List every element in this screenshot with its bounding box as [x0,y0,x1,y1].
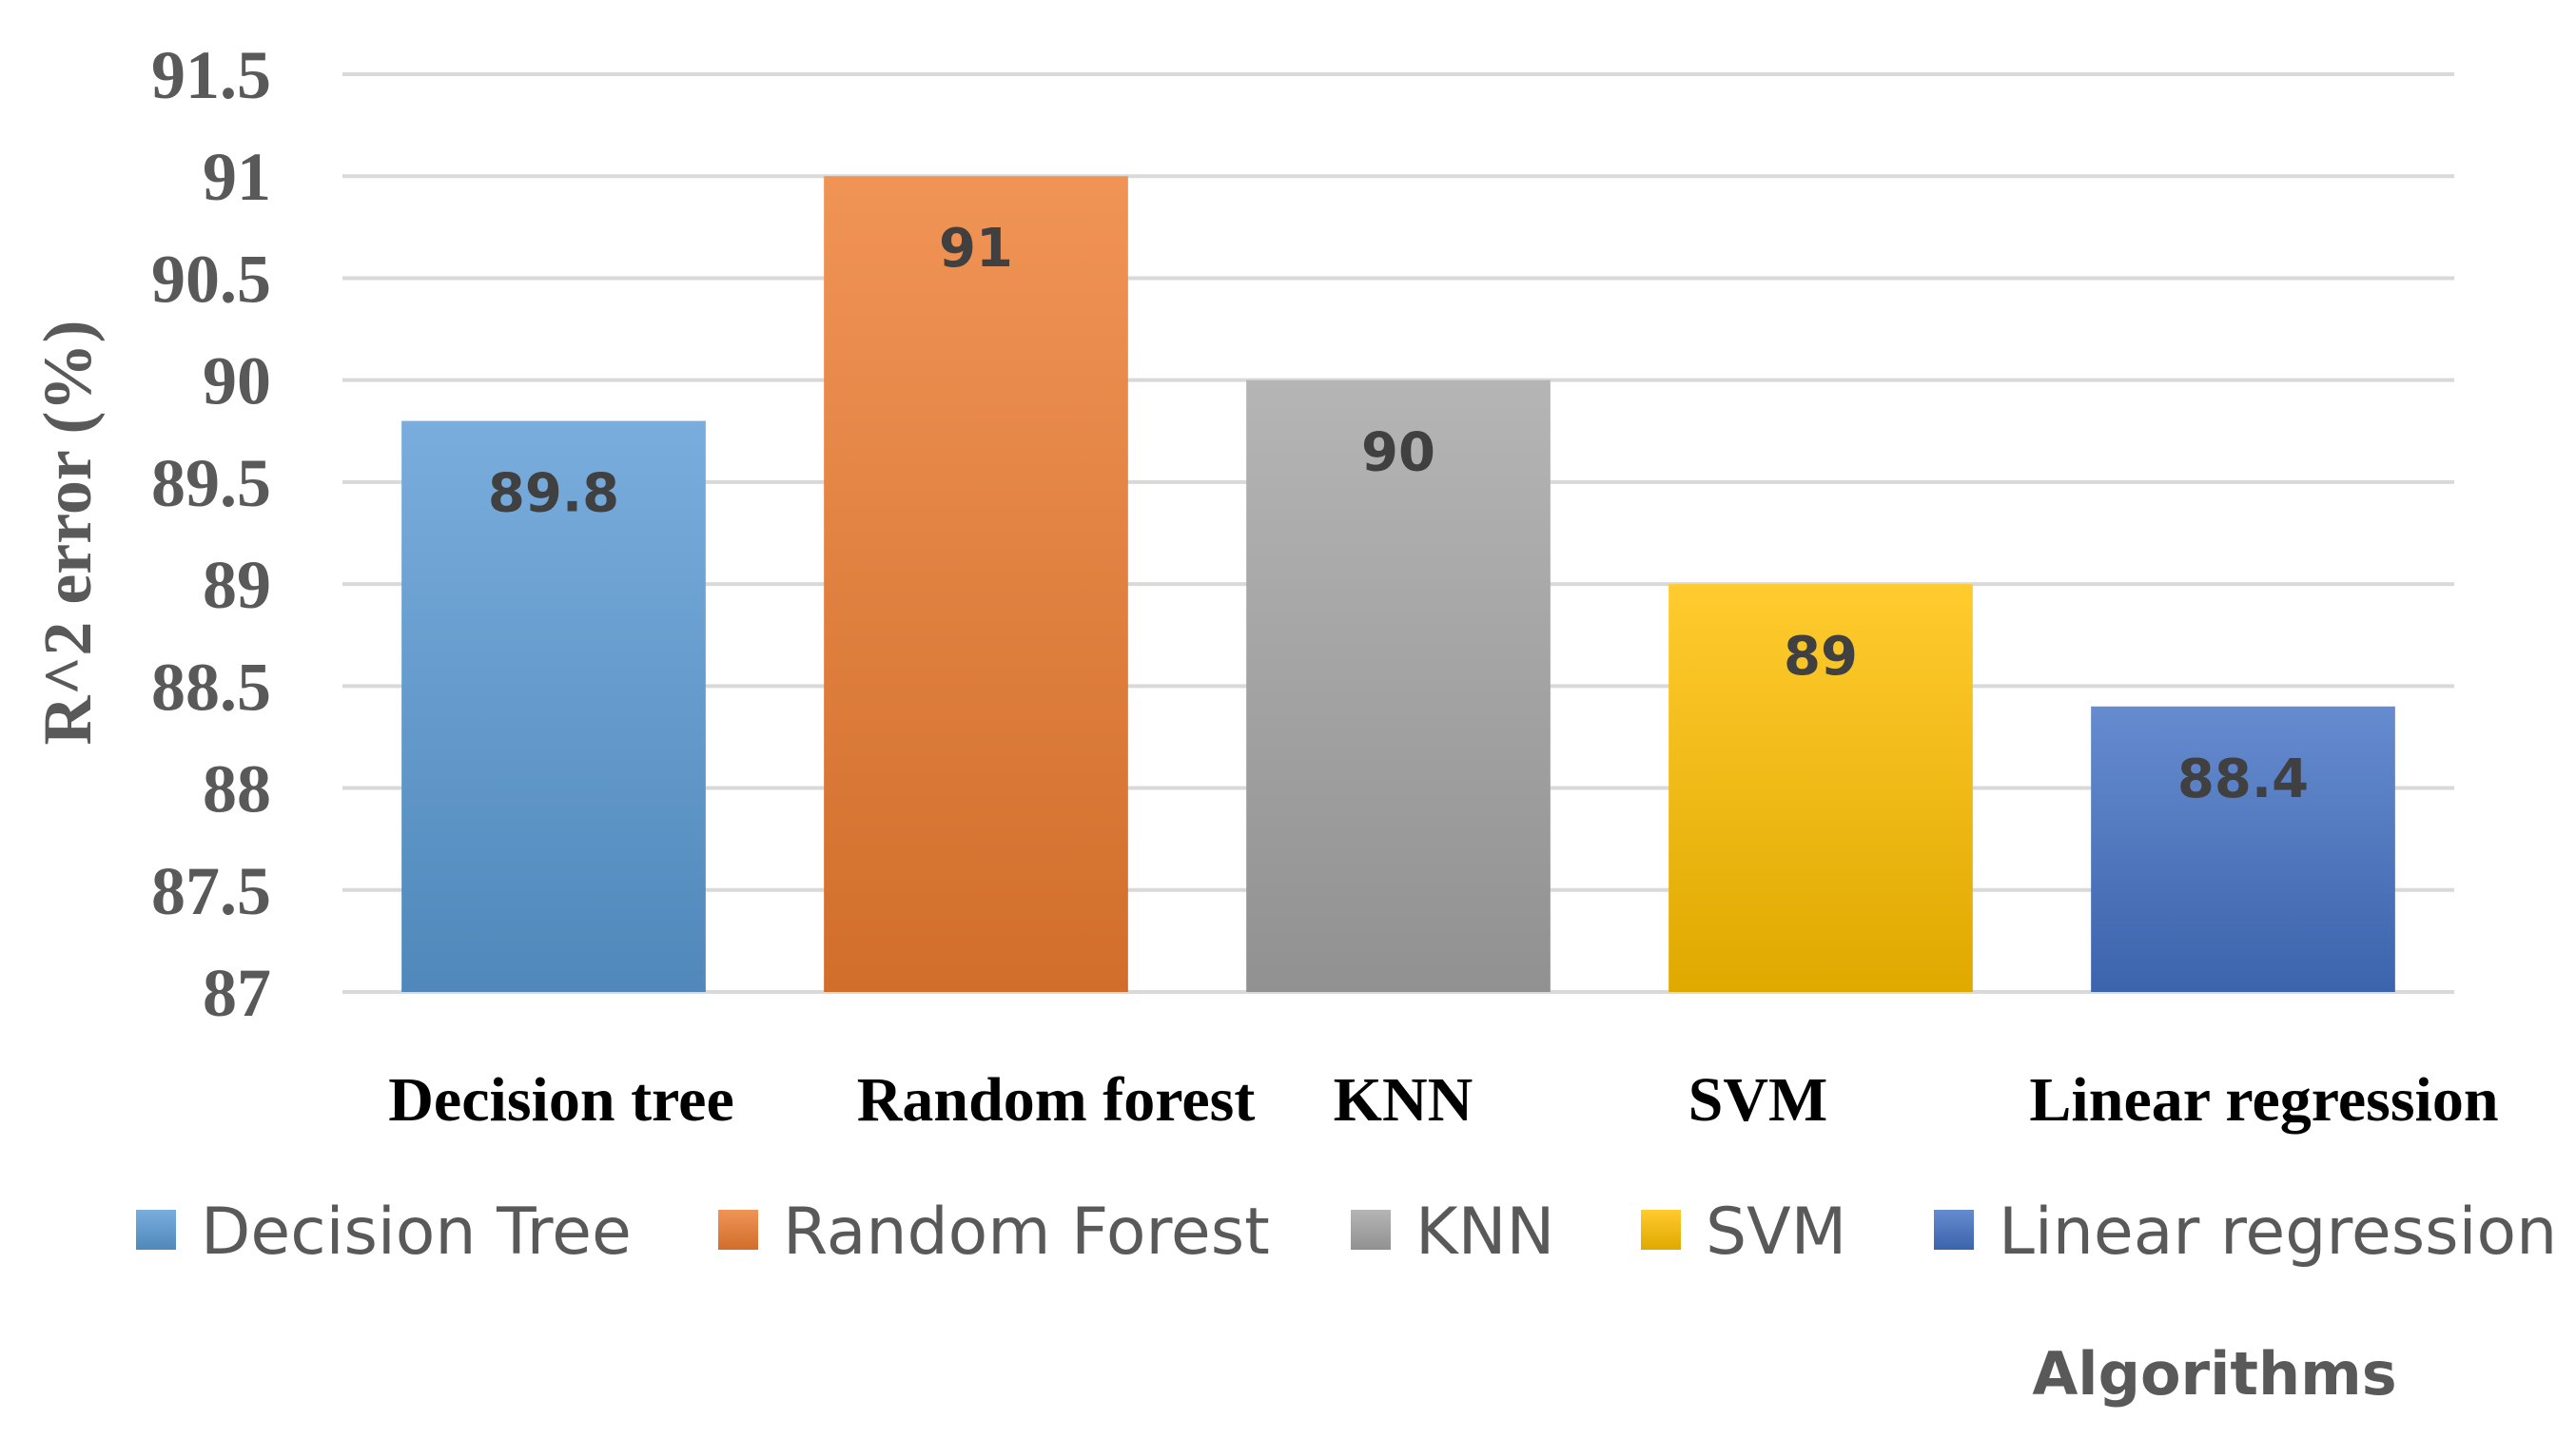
y-axis-ticks: 87 87.5 88 88.5 89 89.5 90 90.5 91 91.5 [151,37,271,1031]
y-axis-label: R^2 error (%) [29,320,106,745]
legend-swatch [718,1210,758,1250]
data-label: 89.8 [488,463,619,525]
legend-swatch [136,1210,176,1250]
y-tick-label: 90.5 [151,241,271,317]
category-label: KNN [1334,1065,1473,1135]
legend: Decision Tree Random Forest KNN SVM Linear r… [136,1195,2557,1270]
data-label: 91 [939,218,1013,280]
y-tick-label: 89.5 [151,445,271,521]
y-tick-label: 91 [203,139,271,215]
y-tick-label: 90 [203,343,271,419]
bar-knn [1246,379,1551,993]
y-tick-label: 87 [203,955,271,1031]
y-tick-label: 88 [203,751,271,827]
legend-swatch [1641,1210,1681,1250]
legend-label: Random Forest [783,1195,1270,1270]
bar-random-forest [824,176,1128,992]
bar-svm [1669,584,1973,992]
x-axis-label: Algorithms [2032,1339,2396,1409]
x-axis-categories: Decision tree Random forest KNN SVM Linear r… [388,1065,2498,1135]
data-labels: 89.8 91 90 89 88.4 [488,218,2309,810]
legend-label: KNN [1415,1195,1554,1270]
category-label: SVM [1688,1065,1828,1135]
y-tick-label: 88.5 [151,649,271,725]
data-label: 90 [1361,422,1435,484]
bars [401,176,2395,993]
legend-label: SVM [1706,1195,1846,1270]
bar-decision-tree [401,420,706,992]
category-label: Decision tree [388,1065,733,1135]
y-tick-label: 91.5 [151,37,271,113]
data-label: 88.4 [2177,749,2309,810]
legend-label: Linear regression [1999,1195,2557,1270]
legend-swatch [1351,1210,1391,1250]
data-label: 89 [1784,626,1858,688]
category-label: Random forest [857,1065,1256,1135]
y-tick-label: 87.5 [151,853,271,929]
bar-linear-regression [2091,706,2395,992]
legend-label: Decision Tree [201,1195,632,1270]
category-label: Linear regression [2029,1065,2498,1135]
y-tick-label: 89 [203,547,271,623]
legend-swatch [1934,1210,1974,1250]
